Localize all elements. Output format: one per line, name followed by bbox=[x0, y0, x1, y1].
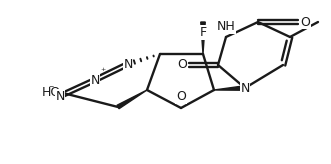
Text: N: N bbox=[240, 82, 250, 94]
Text: O: O bbox=[300, 16, 310, 29]
Polygon shape bbox=[117, 90, 147, 109]
Text: F: F bbox=[200, 26, 207, 39]
Text: $^{+}$: $^{+}$ bbox=[100, 67, 107, 76]
Text: O: O bbox=[177, 59, 187, 72]
Text: HO: HO bbox=[42, 86, 61, 100]
Polygon shape bbox=[214, 86, 245, 90]
Text: O: O bbox=[176, 90, 186, 103]
Text: N: N bbox=[90, 73, 100, 86]
Text: $^{-}$: $^{-}$ bbox=[48, 83, 55, 92]
Text: N: N bbox=[55, 90, 65, 102]
Text: N: N bbox=[123, 58, 133, 71]
Text: NH: NH bbox=[216, 20, 235, 33]
Polygon shape bbox=[201, 22, 205, 54]
